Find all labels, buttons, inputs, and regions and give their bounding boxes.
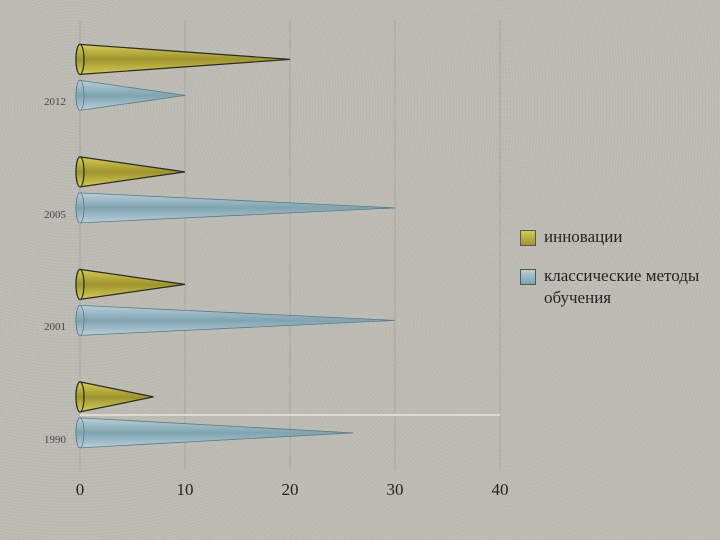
bar-base-innov-2005 (76, 157, 84, 187)
bar-innov-2001 (76, 269, 185, 299)
bar-classic-1990 (76, 418, 353, 448)
bar-base-innov-1990 (76, 382, 84, 412)
bar-innov-2005 (76, 157, 185, 187)
bar-classic-2005 (76, 193, 395, 223)
bar-innov-1990 (76, 382, 154, 412)
bar-base-innov-2001 (76, 269, 84, 299)
bar-base-classic-2001 (76, 305, 84, 335)
bar-classic-2001 (76, 305, 395, 335)
legend-swatch-classic (520, 269, 536, 285)
bar-innov-2012 (76, 44, 290, 74)
x-label-40: 40 (480, 480, 520, 500)
bar-base-classic-1990 (76, 418, 84, 448)
legend-item-innov: инновации (520, 226, 720, 247)
bar-base-classic-2012 (76, 80, 84, 110)
y-label-2012: 2012 (0, 96, 66, 108)
bar-base-innov-2012 (76, 44, 84, 74)
legend-label-innov: инновации (544, 226, 622, 247)
y-label-2005: 2005 (0, 209, 66, 221)
bar-classic-2012 (76, 80, 185, 110)
y-label-2001: 2001 (0, 321, 66, 333)
y-label-1990: 1990 (0, 434, 66, 446)
bar-base-classic-2005 (76, 193, 84, 223)
legend: инновации классические методы обучения (520, 226, 720, 326)
x-label-30: 30 (375, 480, 415, 500)
legend-swatch-innov (520, 230, 536, 246)
legend-label-classic: классические методы обучения (544, 265, 720, 308)
x-label-10: 10 (165, 480, 205, 500)
x-label-0: 0 (60, 480, 100, 500)
x-label-20: 20 (270, 480, 310, 500)
legend-item-classic: классические методы обучения (520, 265, 720, 308)
